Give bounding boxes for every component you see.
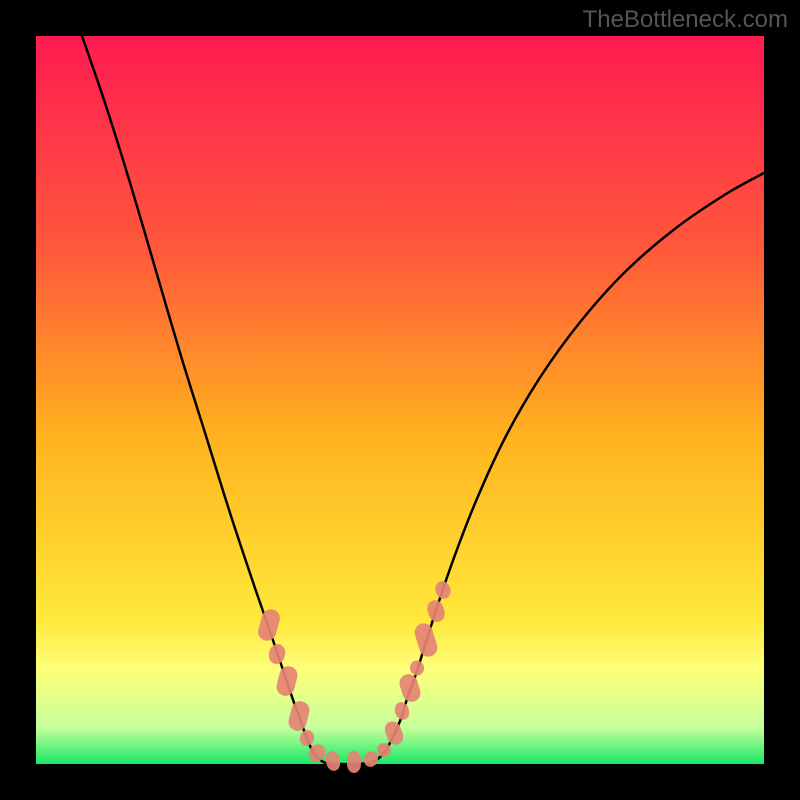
curve-marker bbox=[347, 751, 361, 773]
curve-marker bbox=[382, 719, 405, 747]
curve-marker bbox=[393, 700, 412, 721]
curve-svg bbox=[36, 36, 764, 764]
curve-marker bbox=[298, 728, 316, 748]
marker-group bbox=[256, 579, 453, 773]
curve-marker bbox=[324, 750, 342, 772]
curve-marker bbox=[267, 642, 287, 665]
plot-area bbox=[36, 36, 764, 764]
curve-marker bbox=[275, 664, 300, 697]
curve-marker bbox=[412, 621, 439, 659]
curve-marker bbox=[287, 699, 312, 732]
curve-marker bbox=[408, 659, 426, 678]
curve-marker bbox=[425, 598, 447, 624]
curve-marker bbox=[433, 579, 453, 601]
curve-marker bbox=[256, 607, 282, 643]
watermark-text: TheBottleneck.com bbox=[583, 6, 788, 34]
curve-marker bbox=[397, 672, 423, 704]
bottleneck-curve bbox=[82, 36, 764, 764]
